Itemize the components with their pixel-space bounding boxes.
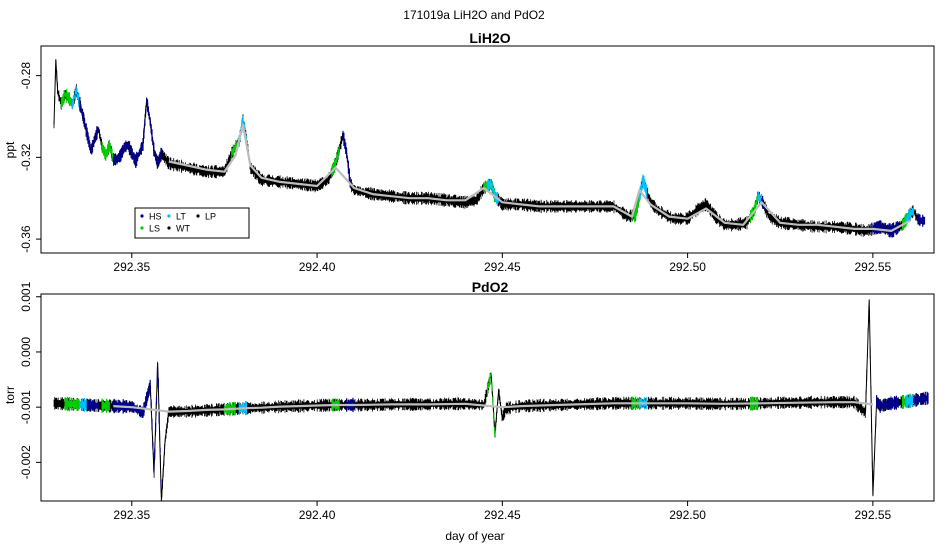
lih2o-ytick-label: -0.36: [19, 225, 33, 253]
legend-entry-lt: LT: [167, 212, 186, 222]
panel-lih2o-axes: 292.35 292.40 292.45 292.50 292.55 -0.28 -0.32…: [19, 62, 892, 274]
legend-swatch-lt: [167, 214, 171, 218]
legend-entry-wt: WT: [167, 224, 190, 234]
pdo2-xtick-label: 292.45: [484, 508, 521, 522]
legend-entry-ls: LS: [140, 224, 160, 234]
lih2o-highlight-segment: [112, 97, 162, 169]
panel-lih2o-ylabel: ppt: [3, 141, 17, 158]
pdo2-xtick-label: 292.50: [669, 508, 706, 522]
lih2o-ytick-label: -0.28: [19, 62, 33, 90]
pdo2-highlight-segment: [112, 367, 162, 488]
pdo2-highlight-segment: [64, 396, 81, 412]
legend-label-wt: WT: [176, 224, 190, 234]
lih2o-ytick-label: -0.32: [19, 143, 33, 171]
lih2o-highlight-lt: [71, 86, 914, 223]
legend-entry-hs: HS: [140, 212, 162, 222]
pdo2-ytick-label: -0.001: [19, 390, 33, 424]
pdo2-xtick-label: 292.40: [299, 508, 336, 522]
lih2o-xtick-label: 292.55: [855, 260, 892, 274]
legend-label-ls: LS: [149, 224, 160, 234]
legend-swatch-lp: [196, 214, 200, 218]
legend-swatch-hs: [140, 214, 144, 218]
panel-pdo2-xlabel: day of year: [445, 529, 504, 543]
legend-box: [134, 207, 250, 239]
pdo2-ytick-label: 0.000: [19, 337, 33, 367]
panel-pdo2: PdO2 torr 292.35 292.40 292.45 292.50 292.55…: [3, 279, 935, 543]
lih2o-xtick-label: 292.35: [113, 260, 150, 274]
lih2o-highlight-segment: [331, 145, 340, 178]
pdo2-xtick-label: 292.55: [855, 508, 892, 522]
pdo2-highlight-segment: [486, 372, 496, 436]
lih2o-highlight-segment: [71, 86, 81, 110]
lih2o-highlight-segment: [631, 194, 640, 223]
pdo2-series-raw: [53, 299, 925, 502]
figure-title: 171019a LiH2O and PdO2: [403, 8, 545, 22]
pdo2-ytick-label: 0.001: [19, 281, 33, 311]
panel-pdo2-axes: 292.35 292.40 292.45 292.50 292.55 0.001 0.000…: [19, 281, 892, 522]
panel-pdo2-title: PdO2: [472, 279, 509, 295]
lih2o-highlight-segment: [60, 88, 73, 110]
panel-lih2o-title: LiH2O: [469, 30, 510, 46]
legend: HS LT LP LS WT: [134, 207, 250, 239]
pdo2-ytick-label: -0.002: [19, 445, 33, 479]
legend-swatch-wt: [167, 226, 171, 230]
panel-pdo2-frame: [40, 293, 935, 502]
panel-lih2o-marks: [53, 59, 926, 238]
legend-label-lt: LT: [176, 212, 186, 222]
pdo2-xtick-label: 292.35: [113, 508, 150, 522]
panel-pdo2-ylabel: torr: [3, 386, 17, 404]
pdo2-highlight-segment: [101, 398, 110, 413]
lih2o-highlight-segment: [757, 191, 763, 207]
pdo2-highlight-segment: [876, 395, 899, 413]
legend-swatch-ls: [140, 226, 144, 230]
pdo2-series-smoothed: [113, 401, 874, 413]
panel-lih2o-frame: [40, 45, 935, 254]
pdo2-highlight-segment: [86, 398, 99, 412]
lih2o-highlight-segment: [101, 139, 114, 163]
panel-lih2o: LiH2O ppt 292.35 292.40 292.45 292.50 292.55…: [3, 30, 935, 274]
legend-label-lp: LP: [205, 212, 216, 222]
lih2o-xtick-label: 292.40: [299, 260, 336, 274]
lih2o-highlight-segment: [79, 97, 99, 155]
lih2o-highlight-segment: [905, 205, 914, 223]
lih2o-xtick-label: 292.45: [484, 260, 521, 274]
lih2o-xtick-label: 292.50: [669, 260, 706, 274]
lih2o-series-smoothed: [168, 123, 911, 232]
pdo2-highlight-segment: [913, 391, 929, 407]
legend-entry-lp: LP: [196, 212, 216, 222]
legend-label-hs: HS: [149, 212, 162, 222]
lih2o-raw-line: [53, 59, 922, 232]
lih2o-highlight-segment: [916, 213, 926, 227]
pdo2-highlight-hs: [86, 367, 929, 488]
panel-pdo2-marks: [53, 299, 929, 502]
